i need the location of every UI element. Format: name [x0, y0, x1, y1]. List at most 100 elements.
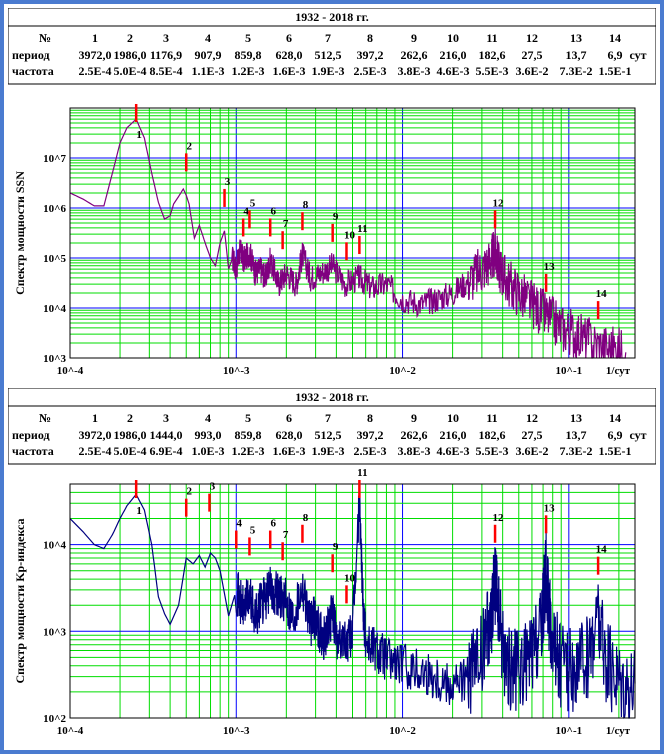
table-period: 3972,0 [79, 48, 112, 62]
table-number: 13 [570, 31, 582, 45]
kp-spectrum-panel: 1932 - 2018 гг. № период частота сут 1 3972,0 2… [8, 388, 656, 748]
table-period: 1444,0 [150, 428, 183, 442]
peak-label: 7 [283, 218, 289, 230]
peak-label: 9 [333, 541, 339, 553]
x-axis-unit: 1/сут [606, 365, 631, 377]
peak-label: 12 [493, 512, 505, 524]
table-frequency: 1.0E-3 [192, 444, 225, 458]
table-frequency: 1.6E-3 [273, 444, 306, 458]
peak-label: 10 [344, 572, 356, 584]
y-tick-label: 10^6 [43, 203, 66, 215]
table-frequency: 1.1E-3 [192, 64, 225, 78]
table-number: 13 [570, 411, 582, 425]
x-tick-label: 10^-4 [57, 725, 84, 737]
y-tick-label: 10^3 [43, 626, 66, 638]
plot-border [69, 107, 636, 359]
table-frequency: 2.5E-4 [79, 64, 112, 78]
peak-label: 9 [333, 211, 339, 223]
table-period: 397,2 [357, 48, 384, 62]
row-label-num: № [39, 411, 51, 425]
table-frequency: 1.5E-1 [599, 444, 632, 458]
table-period: 512,5 [315, 428, 342, 442]
table-frequency: 2.5E-4 [79, 444, 112, 458]
table-period: 216,0 [440, 48, 467, 62]
table-number: 6 [286, 411, 292, 425]
table-period: 27,5 [522, 428, 543, 442]
header-box [8, 388, 656, 465]
table-number: 14 [609, 411, 621, 425]
table-frequency: 4.6E-3 [437, 64, 470, 78]
peak-label: 6 [270, 205, 276, 217]
table-number: 3 [163, 31, 169, 45]
peak-label: 8 [303, 512, 309, 524]
x-tick-label: 10^-4 [57, 365, 84, 377]
table-number: 8 [367, 31, 373, 45]
table-period: 3972,0 [79, 428, 112, 442]
table-number: 4 [205, 31, 211, 45]
table-period: 1986,0 [114, 48, 147, 62]
panel-title: 1932 - 2018 гг. [295, 390, 369, 404]
row-label-num: № [39, 31, 51, 45]
table-frequency: 3.8E-3 [398, 64, 431, 78]
table-period: 1986,0 [114, 428, 147, 442]
table-frequency: 3.8E-3 [398, 444, 431, 458]
table-period: 993,0 [195, 428, 222, 442]
table-number: 1 [92, 31, 98, 45]
y-axis-title: Спектр мощности Kp-индекса [13, 518, 27, 683]
table-frequency: 5.5E-3 [476, 444, 509, 458]
y-tick-label: 10^4 [43, 303, 66, 315]
peak-label: 10 [344, 229, 356, 241]
table-frequency: 7.3E-2 [560, 444, 593, 458]
table-number: 12 [526, 411, 538, 425]
peak-label: 3 [210, 481, 216, 493]
peak-label: 2 [186, 140, 192, 152]
peak-label: 8 [303, 199, 309, 211]
table-number: 10 [447, 31, 459, 45]
table-period: 262,6 [401, 428, 428, 442]
peak-label: 13 [544, 261, 556, 273]
peak-label: 2 [186, 486, 192, 498]
table-period: 262,6 [401, 48, 428, 62]
table-number: 8 [367, 411, 373, 425]
peak-label: 6 [270, 518, 276, 530]
table-number: 5 [245, 31, 251, 45]
table-frequency: 4.6E-3 [437, 444, 470, 458]
table-frequency: 5.0E-4 [114, 444, 147, 458]
ssn-spectrum-chart: 1932 - 2018 гг. № период частота сут 1 3972,0 2… [8, 8, 656, 377]
table-period: 512,5 [315, 48, 342, 62]
x-tick-label: 10^-2 [389, 365, 416, 377]
table-period: 628,0 [276, 48, 303, 62]
table-frequency: 2.5E-3 [354, 64, 387, 78]
table-number: 9 [411, 411, 417, 425]
table-frequency: 3.6E-2 [516, 444, 549, 458]
table-number: 2 [127, 411, 133, 425]
y-tick-label: 10^3 [43, 353, 66, 365]
header-box [8, 8, 656, 85]
kp-spectrum-chart: 1932 - 2018 гг. № период частота сут 1 3972,0 2… [8, 388, 656, 737]
table-number: 4 [205, 411, 211, 425]
table-period: 628,0 [276, 428, 303, 442]
y-axis-title: Спектр мощности SSN [13, 171, 27, 295]
table-period: 859,8 [235, 48, 262, 62]
peak-label: 5 [250, 197, 256, 209]
table-period: 907,9 [195, 48, 222, 62]
table-number: 7 [325, 31, 331, 45]
peak-label: 7 [283, 529, 289, 541]
table-number: 11 [486, 411, 497, 425]
y-tick-label: 10^2 [43, 713, 66, 725]
x-axis-unit: 1/сут [606, 725, 631, 737]
table-number: 2 [127, 31, 133, 45]
unit-label-sut: сут [629, 48, 646, 62]
table-frequency: 1.9E-3 [312, 64, 345, 78]
table-frequency: 3.6E-2 [516, 64, 549, 78]
peak-label: 12 [493, 197, 505, 209]
row-label-freq: частота [12, 444, 54, 458]
table-period: 6,9 [608, 428, 623, 442]
table-number: 5 [245, 411, 251, 425]
table-frequency: 1.6E-3 [273, 64, 306, 78]
table-frequency: 5.0E-4 [114, 64, 147, 78]
peak-label: 5 [250, 524, 256, 536]
table-period: 182,6 [479, 48, 506, 62]
row-label-freq: частота [12, 64, 54, 78]
peak-label: 11 [357, 223, 367, 235]
